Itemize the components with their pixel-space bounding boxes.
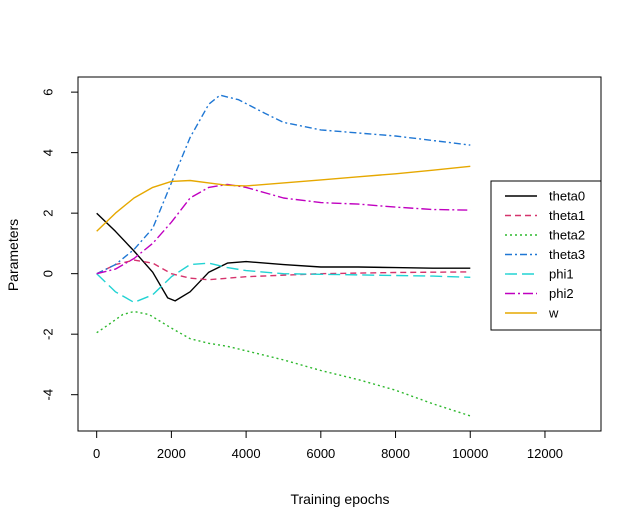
- legend-label-w: w: [548, 306, 559, 321]
- y-tick-label: 4: [41, 149, 56, 156]
- series-line-w: [96, 165, 471, 232]
- series-line-phi2: [96, 183, 471, 275]
- x-tick-label: 6000: [306, 446, 335, 461]
- series-line-theta1: [96, 259, 471, 281]
- y-tick-label: -4: [41, 389, 56, 401]
- x-tick-label: 4000: [232, 446, 261, 461]
- series-line-phi1: [96, 262, 471, 304]
- x-axis-title: Training epochs: [290, 491, 389, 507]
- legend: theta0 theta1 theta2 theta3 phi1 phi2 w: [490, 180, 602, 331]
- x-tick-label: 10000: [452, 446, 488, 461]
- y-tick-label: 0: [41, 270, 56, 277]
- x-tick-label: 8000: [381, 446, 410, 461]
- x-axis: 0 2000 4000 6000 8000 10000 12000: [93, 430, 563, 461]
- series-line-theta2: [96, 310, 471, 417]
- series-line-theta0: [96, 212, 471, 302]
- legend-label-theta1: theta1: [549, 208, 585, 223]
- legend-label-phi1: phi1: [549, 267, 574, 282]
- legend-label-theta0: theta0: [549, 189, 585, 204]
- legend-label-theta2: theta2: [549, 228, 585, 243]
- y-tick-label: 6: [41, 89, 56, 96]
- legend-box: [490, 180, 602, 331]
- x-tick-label: 2000: [157, 446, 186, 461]
- y-tick-label: 2: [41, 210, 56, 217]
- series-layer: [96, 94, 471, 417]
- y-tick-label: -2: [41, 328, 56, 340]
- x-tick-label: 12000: [527, 446, 563, 461]
- legend-label-theta3: theta3: [549, 247, 585, 262]
- y-axis: -4 -2 0 2 4 6: [41, 89, 79, 401]
- x-tick-label: 0: [93, 446, 100, 461]
- legend-label-phi2: phi2: [549, 286, 574, 301]
- y-axis-title: Parameters: [5, 219, 21, 291]
- series-line-theta3: [96, 94, 471, 275]
